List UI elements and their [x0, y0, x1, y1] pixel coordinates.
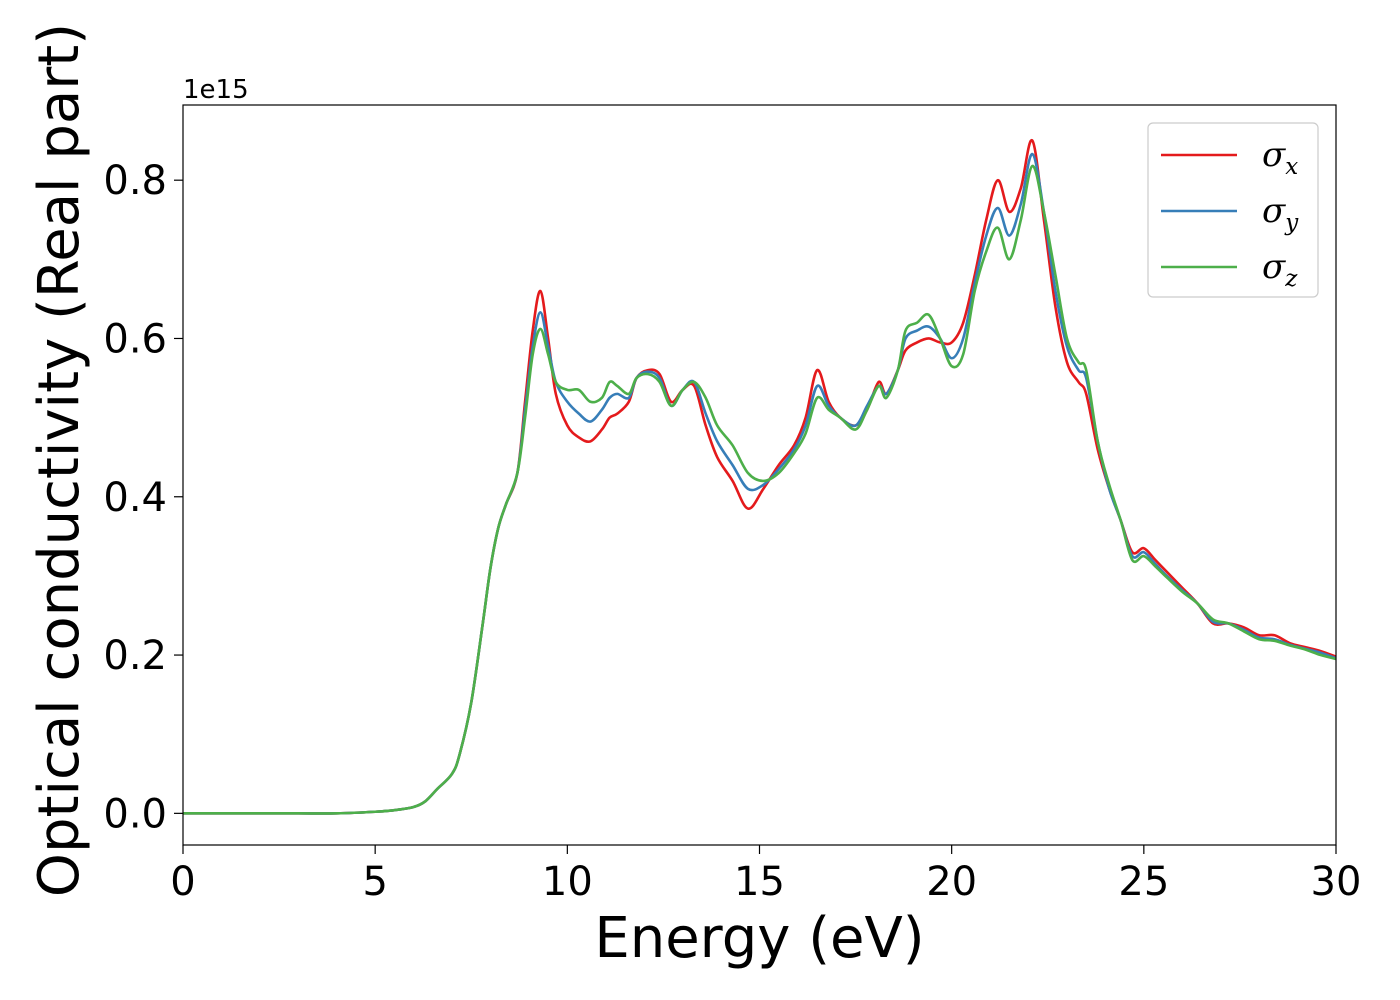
series-layer — [183, 139, 1336, 815]
y-tick-label: 0.8 — [103, 158, 167, 204]
x-axis-label: Energy (eV) — [594, 906, 924, 971]
y-tick-label: 0.2 — [103, 633, 167, 679]
legend-label-sigma-x: σx — [1262, 135, 1298, 180]
x-tick-label: 20 — [926, 859, 977, 905]
y-tick-label: 0.6 — [103, 316, 167, 362]
x-axis: 0 5 10 15 20 25 30 — [170, 845, 1361, 905]
x-tick-label: 25 — [1118, 859, 1169, 905]
x-tick-label: 5 — [362, 859, 387, 905]
legend: σx σy σz — [1147, 122, 1319, 298]
y-axis-offset-label: 1e15 — [183, 75, 249, 105]
x-tick-label: 10 — [542, 859, 593, 905]
x-tick-label: 0 — [170, 859, 195, 905]
y-tick-label: 0.0 — [103, 791, 167, 837]
legend-label-sigma-y: σy — [1262, 191, 1299, 236]
y-axis: 0.0 0.2 0.4 0.6 0.8 — [103, 158, 183, 837]
x-tick-label: 30 — [1311, 859, 1362, 905]
x-tick-label: 15 — [734, 859, 785, 905]
y-axis-label: Optical conductivity (Real part) — [27, 23, 92, 897]
y-tick-label: 0.4 — [103, 475, 167, 521]
legend-label-sigma-z: σz — [1262, 247, 1298, 292]
series-line-sigma-z — [183, 164, 1336, 815]
